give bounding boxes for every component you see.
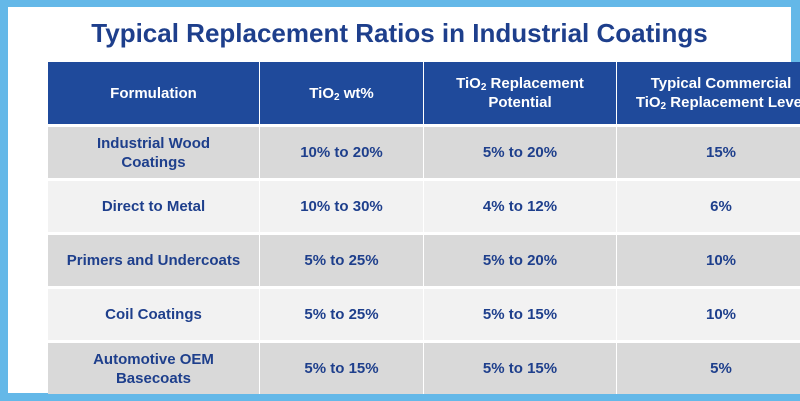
cell-tio2-wt: 5% to 25% — [259, 287, 424, 342]
cell-formulation: Direct to Metal — [48, 179, 260, 234]
cell-formulation: Industrial Wood Coatings — [48, 125, 260, 180]
header-tio2-wt: TiO2 wt% — [259, 62, 424, 126]
cell-tio2-wt: 5% to 25% — [259, 233, 424, 288]
table-row: Primers and Undercoats 5% to 25% 5% to 2… — [48, 233, 800, 288]
cell-formulation: Primers and Undercoats — [48, 233, 260, 288]
cell-potential: 5% to 15% — [423, 341, 617, 394]
header-potential-line2: Potential — [488, 94, 552, 111]
header-potential-sub: 2 — [480, 82, 487, 93]
header-formulation: Formulation — [48, 62, 260, 126]
cell-potential: 5% to 20% — [423, 125, 617, 180]
cell-potential: 4% to 12% — [423, 179, 617, 234]
table-row: Industrial Wood Coatings 10% to 20% 5% t… — [48, 125, 800, 180]
header-replacement-potential: TiO2 Replacement Potential — [423, 62, 617, 126]
table-row: Automotive OEM Basecoats 5% to 15% 5% to… — [48, 341, 800, 394]
table-row: Coil Coatings 5% to 25% 5% to 15% 10% — [48, 287, 800, 342]
slide-card: Typical Replacement Ratios in Industrial… — [8, 7, 800, 394]
cell-tio2-wt: 10% to 30% — [259, 179, 424, 234]
cell-level: 6% — [616, 179, 800, 234]
header-level-pre: TiO — [635, 94, 661, 111]
header-potential-post: Replacement — [486, 75, 584, 92]
header-tio2-wt-post: wt% — [339, 84, 374, 102]
cell-tio2-wt: 10% to 20% — [259, 125, 424, 180]
header-level-line1: Typical Commercial — [650, 75, 792, 92]
table-row: Direct to Metal 10% to 30% 4% to 12% 6% — [48, 179, 800, 234]
header-level-sub: 2 — [660, 101, 667, 112]
cell-level: 10% — [616, 287, 800, 342]
cell-potential: 5% to 15% — [423, 287, 617, 342]
header-level-post: Replacement Level — [666, 94, 800, 111]
cell-tio2-wt: 5% to 15% — [259, 341, 424, 394]
header-tio2-wt-sub: 2 — [334, 91, 340, 103]
cell-level: 5% — [616, 341, 800, 394]
header-tio2-wt-pre: TiO — [309, 84, 334, 102]
cell-potential: 5% to 20% — [423, 233, 617, 288]
cell-level: 15% — [616, 125, 800, 180]
header-potential-pre: TiO — [456, 75, 481, 92]
cell-formulation: Coil Coatings — [48, 287, 260, 342]
header-commercial-level: Typical Commercial TiO2 Replacement Level — [616, 62, 800, 126]
cell-formulation: Automotive OEM Basecoats — [48, 341, 260, 394]
page-title: Typical Replacement Ratios in Industrial… — [91, 18, 708, 48]
cell-level: 10% — [616, 233, 800, 288]
replacement-ratios-table: Formulation TiO2 wt% TiO2 Replacement Pot… — [48, 62, 800, 394]
table-header-row: Formulation TiO2 wt% TiO2 Replacement Pot… — [48, 62, 800, 126]
